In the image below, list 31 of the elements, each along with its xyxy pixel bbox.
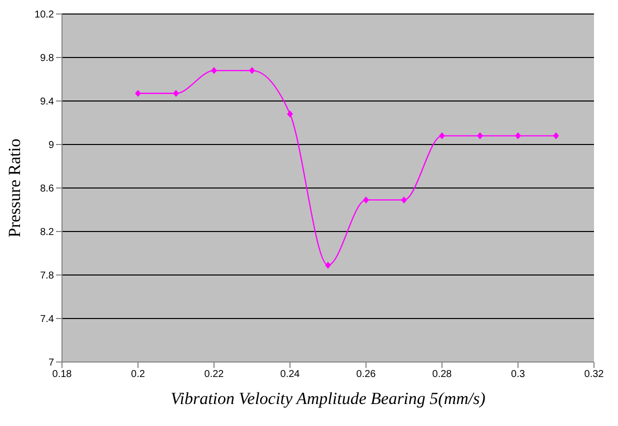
- point: [325, 262, 331, 269]
- x-tick-label: 0.18: [52, 369, 72, 380]
- point: [477, 132, 483, 140]
- point: [135, 90, 141, 97]
- y-tick-label: 7.8: [40, 270, 54, 282]
- x-tick-label: 0.22: [204, 369, 224, 380]
- y-tick-label: 9: [48, 140, 54, 152]
- x-tick-label: 0.2: [131, 369, 146, 380]
- y-tick-label: 8.6: [40, 184, 54, 195]
- point: [439, 132, 445, 140]
- y-tick-label: 9.8: [40, 53, 54, 64]
- point: [553, 132, 559, 140]
- x-tick-label: 0.26: [356, 369, 376, 380]
- y-tick-label: 10.2: [34, 10, 54, 21]
- point: [363, 196, 369, 204]
- x-tick-label: 0.28: [432, 369, 452, 380]
- x-tick-label: 0.3: [511, 369, 526, 380]
- x-tick-label: 0.24: [280, 369, 300, 380]
- y-tick-label: 9.4: [40, 96, 54, 108]
- y-axis-title: Pressure Ratio: [5, 138, 24, 238]
- y-tick-label: 8.2: [40, 227, 54, 238]
- point: [401, 196, 407, 204]
- y-tick-label: 7.4: [40, 314, 54, 326]
- x-tick-label: 0.32: [584, 369, 604, 380]
- x-axis-title: Vibration Velocity Amplitude Bearing 5(mm/s): [170, 389, 486, 408]
- point: [249, 67, 255, 74]
- point: [173, 90, 179, 97]
- point: [287, 110, 293, 118]
- point: [211, 67, 217, 74]
- point: [515, 132, 521, 140]
- y-tick-label: 7: [48, 358, 54, 369]
